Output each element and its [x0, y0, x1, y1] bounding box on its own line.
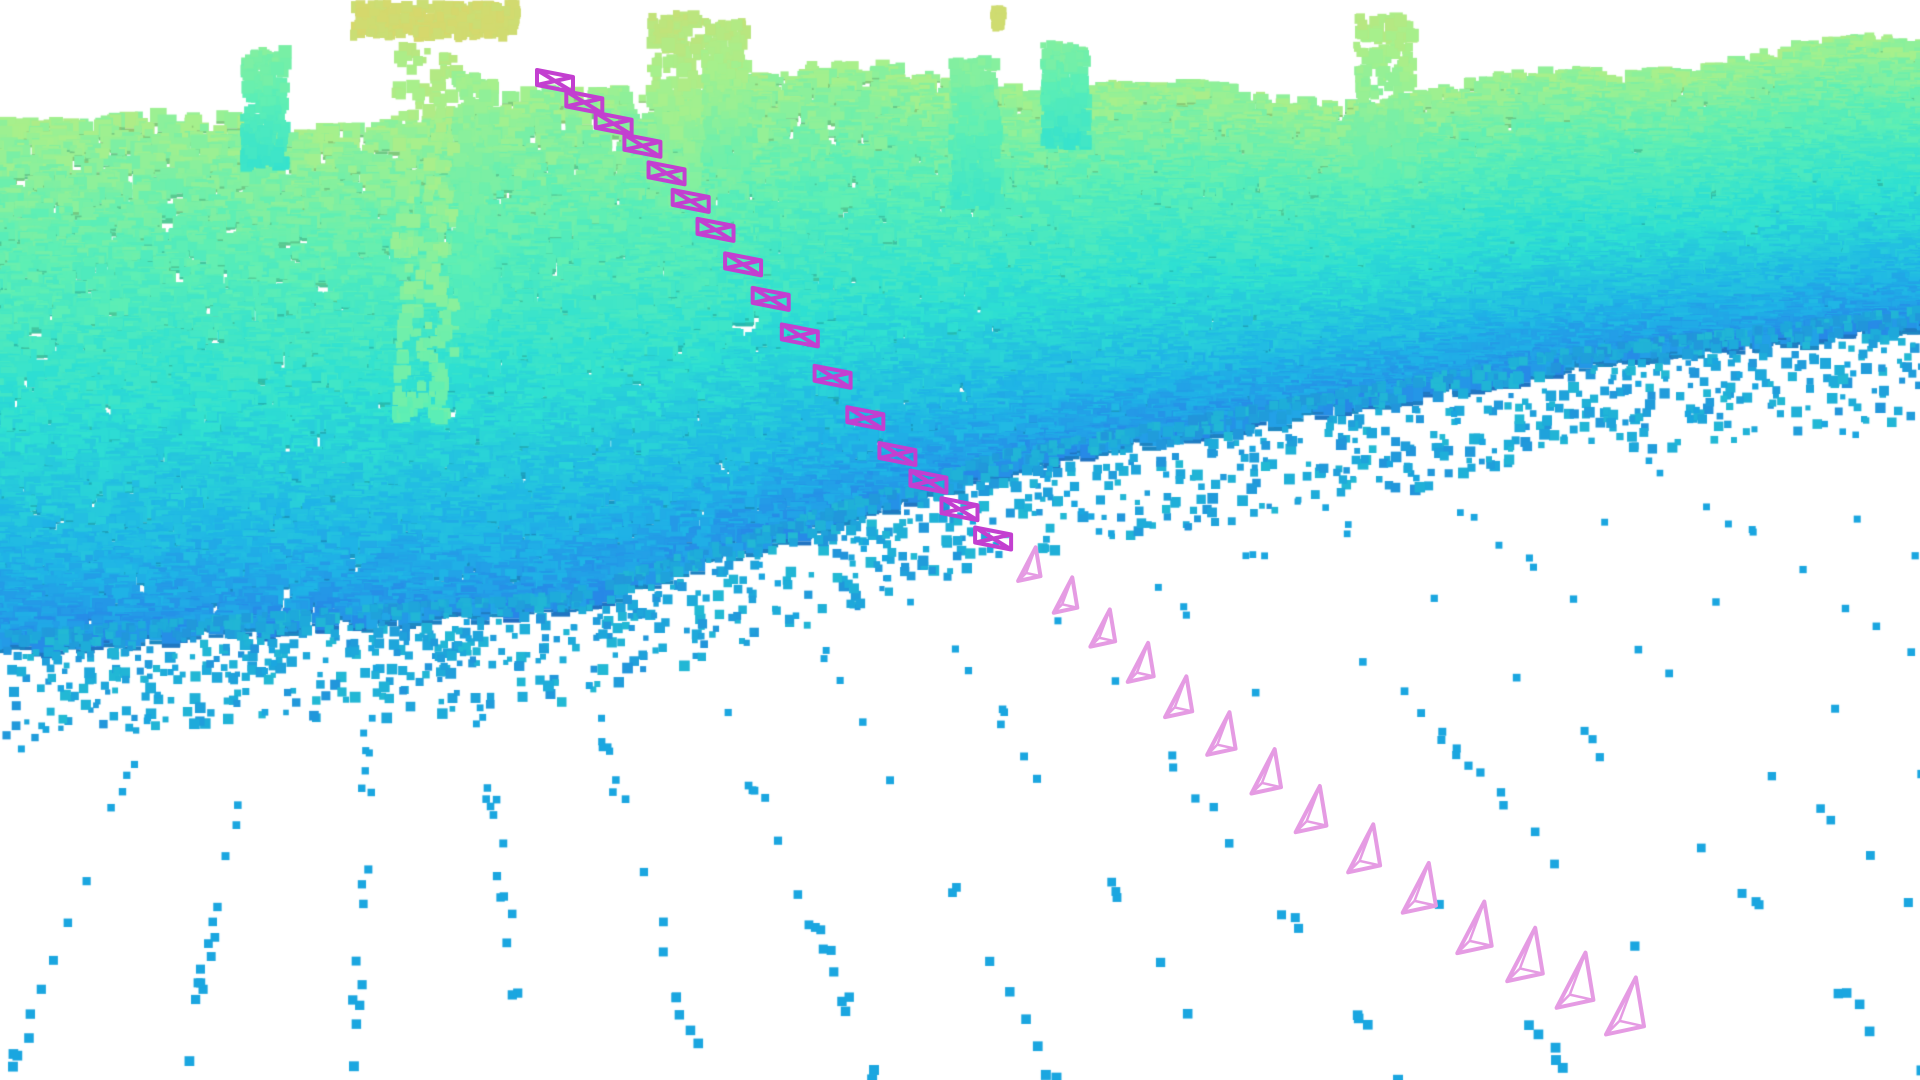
- point-cloud-render[interactable]: [0, 0, 1920, 1080]
- point-cloud-viewport[interactable]: [0, 0, 1920, 1080]
